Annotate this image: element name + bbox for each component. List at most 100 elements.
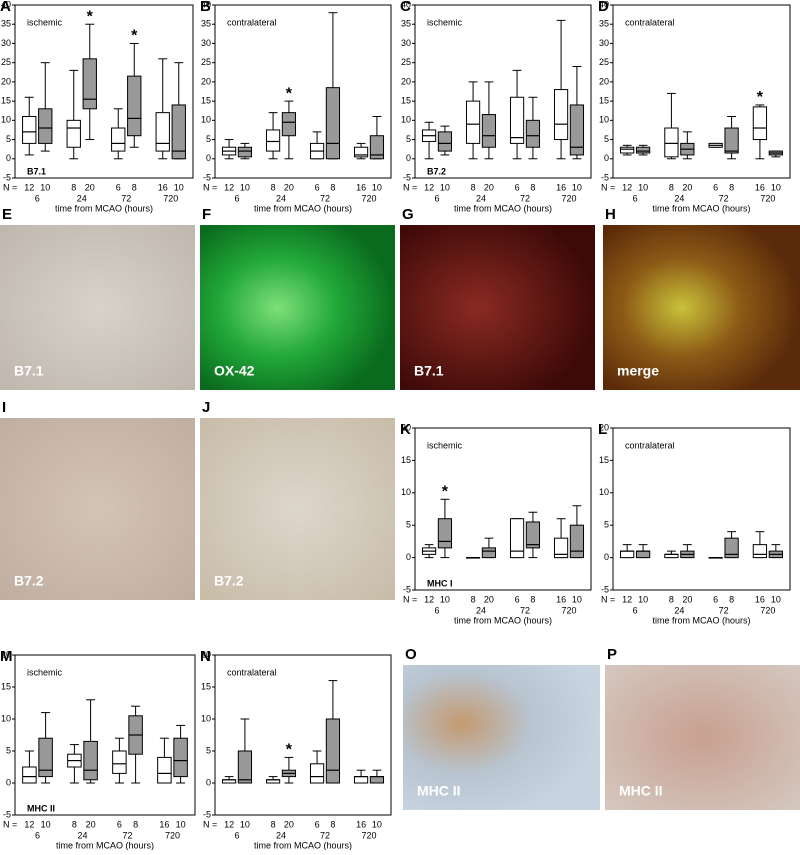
y-tick-label: 5 bbox=[604, 520, 609, 530]
y-tick-label: 5 bbox=[206, 134, 211, 144]
box bbox=[635, 550, 651, 559]
n-label: N = bbox=[3, 819, 17, 829]
y-tick-label: 0 bbox=[6, 153, 11, 163]
n-value: 10 bbox=[771, 594, 781, 604]
n-value: 20 bbox=[86, 819, 96, 829]
image-label: MHC II bbox=[417, 783, 461, 799]
micrograph bbox=[0, 418, 195, 600]
box bbox=[111, 127, 126, 152]
y-tick-label: 40 bbox=[599, 0, 609, 9]
n-value: 20 bbox=[484, 594, 494, 604]
y-tick-label: 20 bbox=[599, 422, 609, 432]
n-value: 8 bbox=[729, 594, 734, 604]
panel-letter: O bbox=[405, 646, 417, 663]
box bbox=[620, 550, 635, 559]
panel-letter: K bbox=[400, 421, 411, 438]
plot-frame bbox=[214, 654, 392, 816]
x-axis-label: time from MCAO (hours) bbox=[652, 615, 750, 625]
inner-label: B7.1 bbox=[27, 166, 46, 176]
box bbox=[569, 104, 585, 156]
significance: * bbox=[286, 742, 293, 759]
y-tick-label: -5 bbox=[3, 809, 11, 819]
x-tick-label: 6 bbox=[35, 830, 40, 840]
inner-label: MHC I bbox=[427, 578, 453, 588]
n-value: 10 bbox=[638, 182, 648, 192]
n-value: 10 bbox=[174, 182, 184, 192]
n-value: 16 bbox=[356, 182, 366, 192]
image-label: merge bbox=[617, 363, 659, 379]
panel-letter: D bbox=[598, 0, 609, 15]
plot-frame bbox=[14, 4, 194, 179]
x-tick-label: 72 bbox=[520, 193, 530, 203]
x-tick-label: 72 bbox=[520, 605, 530, 615]
box bbox=[155, 112, 170, 152]
panel-letter: N bbox=[200, 648, 211, 665]
y-tick-label: 20 bbox=[201, 649, 211, 659]
micrograph bbox=[403, 665, 600, 810]
box bbox=[325, 87, 341, 160]
box bbox=[38, 737, 53, 778]
box bbox=[237, 146, 253, 158]
box bbox=[171, 104, 186, 160]
n-value: 8 bbox=[271, 182, 276, 192]
x-tick-label: 72 bbox=[121, 193, 131, 203]
y-tick-label: 20 bbox=[1, 76, 11, 86]
y-tick-label: 10 bbox=[1, 115, 11, 125]
n-value: 12 bbox=[622, 594, 632, 604]
n-value: 8 bbox=[530, 594, 535, 604]
panel-letter: L bbox=[598, 421, 607, 438]
y-tick-label: 20 bbox=[201, 76, 211, 86]
box bbox=[265, 129, 281, 152]
n-value: 8 bbox=[669, 594, 674, 604]
box bbox=[22, 766, 37, 784]
y-tick-label: 15 bbox=[201, 681, 211, 691]
micrograph bbox=[200, 418, 395, 600]
y-tick-label: 5 bbox=[206, 745, 211, 755]
y-tick-label: 0 bbox=[604, 552, 609, 562]
n-value: 6 bbox=[315, 182, 320, 192]
panel-letter: C bbox=[400, 0, 411, 15]
n-value: 6 bbox=[117, 819, 122, 829]
significance: * bbox=[286, 85, 293, 102]
significance: * bbox=[757, 89, 764, 106]
n-value: 8 bbox=[471, 182, 476, 192]
box bbox=[173, 737, 188, 778]
box bbox=[369, 776, 385, 784]
n-value: 20 bbox=[682, 182, 692, 192]
y-tick-label: -5 bbox=[601, 584, 609, 594]
y-tick-label: -5 bbox=[203, 172, 211, 182]
y-tick-label: -5 bbox=[203, 809, 211, 819]
n-value: 10 bbox=[41, 819, 51, 829]
y-tick-label: 5 bbox=[6, 134, 11, 144]
y-tick-label: 5 bbox=[406, 520, 411, 530]
n-value: 20 bbox=[484, 182, 494, 192]
box bbox=[353, 146, 369, 158]
y-tick-label: 15 bbox=[1, 95, 11, 105]
box bbox=[752, 544, 768, 559]
box bbox=[309, 763, 325, 784]
n-value: 8 bbox=[133, 819, 138, 829]
image-label: B7.1 bbox=[414, 363, 444, 379]
y-tick-label: -5 bbox=[403, 584, 411, 594]
y-tick-label: -5 bbox=[3, 172, 11, 182]
y-tick-label: 35 bbox=[401, 19, 411, 29]
n-value: 10 bbox=[440, 182, 450, 192]
x-tick-label: 6 bbox=[35, 193, 40, 203]
n-value: 10 bbox=[572, 594, 582, 604]
box bbox=[127, 75, 142, 137]
micrograph bbox=[605, 665, 800, 810]
n-value: 16 bbox=[755, 594, 765, 604]
micrograph bbox=[603, 225, 800, 390]
n-value: 6 bbox=[713, 594, 718, 604]
y-tick-label: 35 bbox=[201, 19, 211, 29]
subtitle: ischemic bbox=[27, 17, 63, 27]
y-tick-label: 10 bbox=[599, 115, 609, 125]
y-tick-label: 0 bbox=[206, 777, 211, 787]
inner-label: MHC II bbox=[27, 803, 55, 813]
box bbox=[369, 135, 385, 160]
panel-letter: P bbox=[607, 646, 617, 663]
n-value: 8 bbox=[72, 819, 77, 829]
box bbox=[281, 112, 297, 137]
significance: * bbox=[87, 8, 94, 25]
subtitle: ischemic bbox=[427, 440, 463, 450]
